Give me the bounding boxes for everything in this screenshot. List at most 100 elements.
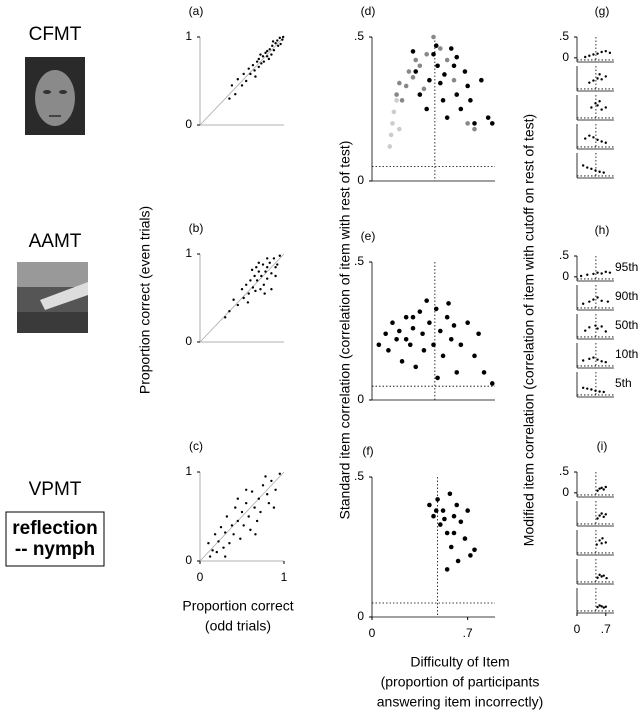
point xyxy=(431,342,436,348)
point xyxy=(228,310,231,313)
point xyxy=(260,274,263,278)
percentile-label: 90th xyxy=(615,289,638,303)
y-tick-label: 1 xyxy=(185,246,192,260)
point xyxy=(447,491,453,497)
point xyxy=(454,370,460,375)
point xyxy=(444,115,450,120)
y-tick-label: 0 xyxy=(357,392,364,406)
point xyxy=(472,121,477,126)
y-tick-label: 1 xyxy=(185,29,192,43)
point xyxy=(604,541,607,544)
point xyxy=(592,136,595,139)
point xyxy=(427,502,432,508)
point xyxy=(232,298,235,301)
point xyxy=(594,389,597,392)
point xyxy=(420,331,425,337)
point xyxy=(257,65,260,69)
point xyxy=(413,57,419,63)
point xyxy=(588,357,591,361)
identity-line xyxy=(199,36,285,126)
point xyxy=(249,72,252,76)
point xyxy=(217,540,220,543)
point xyxy=(595,543,598,546)
point xyxy=(472,126,477,132)
point xyxy=(236,519,239,523)
point xyxy=(451,63,457,69)
point xyxy=(458,519,464,525)
point xyxy=(598,73,601,76)
point xyxy=(417,92,423,97)
point xyxy=(596,327,599,330)
point xyxy=(592,79,595,82)
point xyxy=(458,342,464,348)
point xyxy=(254,533,257,536)
point xyxy=(596,489,599,492)
point xyxy=(604,485,607,489)
point xyxy=(598,573,601,577)
point xyxy=(462,536,468,541)
point xyxy=(249,528,252,532)
point xyxy=(600,78,603,81)
point xyxy=(448,46,454,51)
x-tick-label: 0 xyxy=(197,570,204,584)
y-tick-label: .5 xyxy=(354,29,364,43)
point xyxy=(250,490,254,493)
point xyxy=(253,69,256,72)
point xyxy=(588,326,591,329)
point xyxy=(281,35,285,39)
point xyxy=(245,488,248,491)
point xyxy=(240,288,244,291)
percentile-label: 95th xyxy=(615,260,638,274)
point xyxy=(433,306,439,312)
point xyxy=(257,270,260,273)
point xyxy=(253,274,256,278)
point xyxy=(271,44,274,47)
point xyxy=(438,80,443,86)
point xyxy=(410,314,416,320)
point xyxy=(600,605,603,608)
y-tick-label: 0 xyxy=(562,485,569,499)
point xyxy=(465,83,470,89)
point xyxy=(390,121,395,126)
y-tick-label: .5 xyxy=(354,254,364,268)
example-box xyxy=(5,511,105,567)
x-axis-label: (odd trials) xyxy=(205,618,271,634)
point xyxy=(598,539,601,542)
point xyxy=(584,137,587,140)
point xyxy=(485,115,491,120)
point xyxy=(431,34,436,40)
point xyxy=(435,375,440,381)
point xyxy=(605,576,608,580)
point xyxy=(259,510,262,514)
point xyxy=(440,508,446,513)
point xyxy=(245,501,248,505)
point xyxy=(263,292,266,295)
point xyxy=(435,497,440,502)
panel-label: (h) xyxy=(595,223,610,237)
y-tick-label: 0 xyxy=(185,117,192,131)
point xyxy=(602,515,605,519)
point xyxy=(254,289,257,293)
point xyxy=(257,261,260,264)
x-tick-label: .7 xyxy=(601,622,611,636)
point xyxy=(600,542,603,545)
x-axis-label: Difficulty of Item xyxy=(410,654,509,670)
point xyxy=(604,49,607,53)
y-tick-label: 1 xyxy=(185,464,192,478)
point xyxy=(261,484,265,487)
point xyxy=(268,48,271,51)
point xyxy=(270,288,273,291)
point xyxy=(236,497,239,500)
point xyxy=(255,266,258,269)
point xyxy=(251,286,255,289)
point xyxy=(262,283,266,286)
point xyxy=(586,166,589,169)
point xyxy=(250,268,254,272)
panel-label: (a) xyxy=(189,4,204,18)
y-tick-label: .5 xyxy=(559,29,569,43)
point xyxy=(596,576,599,579)
point xyxy=(228,542,231,545)
point xyxy=(247,292,250,295)
point xyxy=(600,486,603,490)
